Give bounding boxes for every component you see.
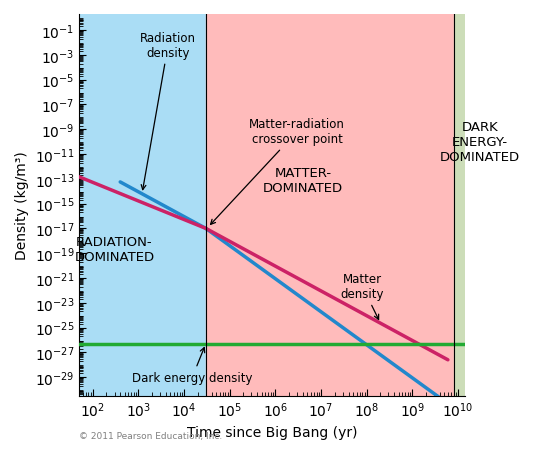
- Text: Matter-radiation
crossover point: Matter-radiation crossover point: [211, 118, 345, 225]
- X-axis label: Time since Big Bang (yr): Time since Big Bang (yr): [187, 425, 357, 439]
- Y-axis label: Density (kg/m³): Density (kg/m³): [15, 151, 29, 260]
- Bar: [79, 15, 206, 396]
- Text: RADIATION-
DOMINATED: RADIATION- DOMINATED: [75, 236, 154, 264]
- Text: Matter
density: Matter density: [340, 272, 384, 320]
- Bar: [453, 15, 497, 396]
- Text: Radiation
density: Radiation density: [140, 31, 196, 190]
- Text: Dark energy density: Dark energy density: [132, 348, 252, 384]
- Text: MATTER-
DOMINATED: MATTER- DOMINATED: [263, 167, 343, 194]
- Text: DARK
ENERGY-
DOMINATED: DARK ENERGY- DOMINATED: [440, 121, 520, 164]
- Text: © 2011 Pearson Education, Inc.: © 2011 Pearson Education, Inc.: [79, 431, 222, 440]
- Bar: [206, 15, 453, 396]
